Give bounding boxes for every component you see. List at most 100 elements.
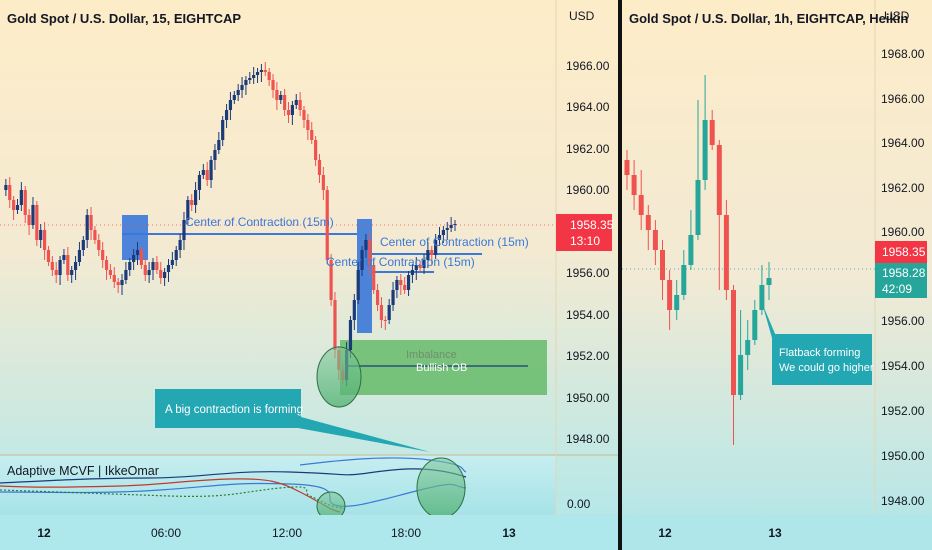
candle-body (19, 190, 23, 205)
price-tick: 1962.00 (881, 181, 925, 195)
candle-body (155, 262, 159, 270)
candle-body (232, 95, 236, 100)
candle-body (70, 270, 74, 275)
highlight-circle-chart (316, 346, 362, 408)
time-tick: 13 (502, 526, 516, 540)
right-price-tag: 1958.35 (882, 245, 926, 259)
left-chart-pane[interactable]: Center of Contraction (15m) Center of Co… (0, 0, 618, 550)
candle-body (255, 72, 260, 75)
candle-body (139, 250, 143, 265)
candle-body (333, 300, 337, 350)
candle-body (267, 72, 271, 80)
candle-body (228, 100, 233, 110)
callout-flatback[interactable]: Flatback forming We could go higher (762, 303, 874, 385)
candle-body (410, 270, 415, 275)
candle-body (306, 120, 310, 130)
left-countdown: 13:10 (570, 234, 600, 248)
candle-body (364, 240, 368, 250)
candle-body (143, 265, 147, 275)
candle-body (62, 255, 66, 260)
candle-body (77, 250, 82, 262)
candle-body (104, 260, 109, 270)
price-tick: 1952.00 (566, 349, 610, 363)
candle-body (445, 228, 449, 230)
candle-body (35, 205, 39, 240)
ha-candle-body (752, 310, 758, 340)
ha-candle-body (716, 145, 722, 215)
candle-body (12, 200, 16, 210)
callout-contraction[interactable]: A big contraction is forming (155, 389, 430, 452)
left-time-axis[interactable]: 12 06:00 12:00 18:00 13 (37, 526, 516, 540)
candle-body (240, 85, 244, 90)
candle-body (298, 100, 302, 110)
ha-candle-body (766, 278, 772, 285)
candle-body (422, 260, 426, 268)
bullish-ob-label: Bullish OB (416, 362, 467, 374)
contraction-box-1 (122, 215, 148, 260)
candle-body (286, 110, 291, 115)
candle-body (426, 250, 430, 260)
callout-text: A big contraction is forming (165, 404, 303, 416)
candle-body (383, 320, 387, 321)
candle-body (437, 235, 442, 240)
candle-body (414, 265, 418, 270)
candle-body (39, 230, 43, 240)
candle-body (302, 110, 306, 120)
right-price-scale[interactable]: 1968.00 1966.00 1964.00 1962.00 1960.00 1956.… (881, 47, 925, 508)
ha-candle-body (660, 250, 665, 280)
candle-body (193, 190, 198, 205)
candle-body (93, 230, 97, 240)
candle-body (209, 160, 213, 180)
price-tick: 1964.00 (881, 136, 925, 150)
price-tick: 1954.00 (881, 359, 925, 373)
candle-body (151, 262, 155, 270)
time-tick: 12:00 (272, 526, 302, 540)
candle-body (325, 190, 329, 260)
candle-body (112, 275, 116, 282)
candle-body (314, 140, 318, 160)
pane-divider[interactable] (618, 0, 622, 550)
ha-candle-body (738, 355, 744, 395)
candle-body (31, 205, 35, 225)
candle-body (352, 300, 356, 320)
center-label-2: Center of Contraction (15m) (380, 235, 529, 249)
candle-body (108, 270, 113, 275)
candle-body (217, 140, 221, 150)
indicator-lines (0, 457, 467, 513)
candle-body (348, 320, 353, 350)
candle-body (441, 230, 445, 235)
time-tick: 13 (768, 526, 782, 540)
candle-body (42, 230, 47, 250)
candle-body (430, 250, 434, 255)
center-label-1: Center of Contraction (15m) (185, 215, 334, 229)
candle-body (418, 265, 422, 268)
candle-body (128, 262, 132, 270)
candle-body (89, 215, 93, 230)
candle-body (252, 75, 256, 78)
indicator-line-upper (299, 457, 467, 473)
right-chart-pane[interactable]: Flatback forming We could go higher Gold… (622, 0, 932, 550)
ha-candle-body (681, 265, 687, 295)
candle-body (201, 170, 205, 175)
time-tick: 12 (658, 526, 672, 540)
ha-candle-body (645, 215, 651, 230)
ha-candle-body (731, 290, 736, 395)
candle-body (434, 240, 438, 255)
ha-candle-body (667, 280, 673, 310)
indicator-name[interactable]: Adaptive MCVF | IkkeOmar (7, 464, 159, 478)
left-price-scale[interactable]: 1966.00 1964.00 1962.00 1960.00 1956.00 1954.… (566, 59, 610, 446)
candle-body (271, 80, 275, 90)
candle-body (182, 220, 186, 240)
candle-body (85, 215, 89, 240)
right-time-axis[interactable]: 12 13 (658, 526, 782, 540)
candle-body (221, 120, 225, 140)
candle-body (403, 285, 407, 290)
left-last-price: 1958.35 (570, 218, 614, 232)
candle-body (120, 280, 124, 285)
price-tick: 1950.00 (566, 391, 610, 405)
ha-candle-body (631, 175, 637, 195)
candle-body (197, 175, 202, 190)
left-chart-title: Gold Spot / U.S. Dollar, 15, EIGHTCAP (7, 11, 241, 26)
